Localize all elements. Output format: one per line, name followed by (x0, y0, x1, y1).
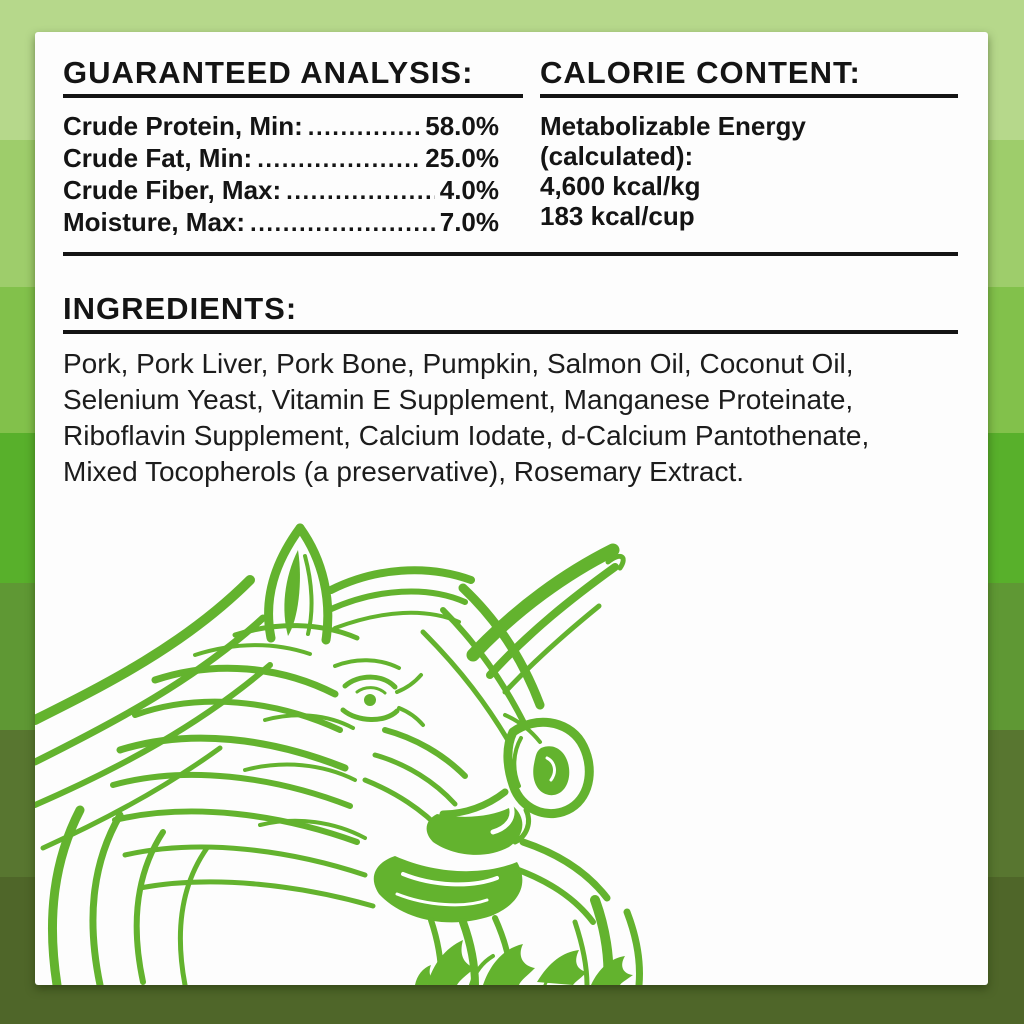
dot-leader: ........................................… (250, 210, 435, 237)
foliage-leaf (591, 956, 633, 985)
analysis-name: Moisture, Max: (63, 207, 246, 237)
title-underline (540, 94, 958, 98)
analysis-value: 25.0% (425, 143, 499, 173)
dot-leader: ........................................… (257, 146, 421, 173)
guaranteed-analysis-section: GUARANTEED ANALYSIS: Crude Protein, Min:… (63, 56, 523, 239)
foliage-leaf (415, 965, 437, 985)
ingredients-text: Pork, Pork Liver, Pork Bone, Pumpkin, Sa… (63, 346, 958, 490)
foliage-leaf (537, 950, 587, 985)
section-divider (63, 252, 958, 256)
product-label-card: GUARANTEED ANALYSIS: Crude Protein, Min:… (35, 32, 988, 985)
ingredients-line: Selenium Yeast, Vitamin E Supplement, Ma… (63, 384, 854, 415)
guaranteed-analysis-title: GUARANTEED ANALYSIS: (63, 55, 474, 90)
analysis-value: 7.0% (439, 207, 499, 237)
ingredients-title: INGREDIENTS: (63, 291, 298, 326)
dot-leader: ........................................… (286, 178, 435, 205)
calorie-line: Metabolizable Energy (540, 111, 806, 141)
analysis-row: Crude Fat, Min: ........................… (63, 143, 523, 175)
ingredients-line: Mixed Tocopherols (a preservative), Rose… (63, 456, 745, 487)
calorie-line: 183 kcal/cup (540, 201, 695, 231)
calorie-content-section: CALORIE CONTENT: Metabolizable Energy (c… (540, 56, 958, 239)
title-underline (63, 330, 958, 334)
pig-stroke (35, 575, 255, 725)
analysis-row: Crude Fiber, Max: ......................… (63, 175, 523, 207)
ingredients-line: Riboflavin Supplement, Calcium Iodate, d… (63, 420, 870, 451)
analysis-name: Crude Protein, Min: (63, 111, 303, 141)
calorie-content-title: CALORIE CONTENT: (540, 55, 861, 90)
calorie-line: 4,600 kcal/kg (540, 171, 701, 201)
analysis-row: Crude Protein, Min: ....................… (63, 111, 523, 143)
analysis-calorie-columns: GUARANTEED ANALYSIS: Crude Protein, Min:… (63, 56, 958, 239)
pig-illustration (35, 470, 815, 985)
label-content: GUARANTEED ANALYSIS: Crude Protein, Min:… (35, 56, 988, 490)
analysis-name: Crude Fat, Min: (63, 143, 253, 173)
analysis-name: Crude Fiber, Max: (63, 175, 282, 205)
title-underline (63, 94, 523, 98)
analysis-value: 4.0% (439, 175, 499, 205)
dot-leader: ........................................… (307, 114, 420, 141)
foliage-leaf (483, 944, 535, 985)
ingredients-section: INGREDIENTS: Pork, Pork Liver, Pork Bone… (63, 292, 958, 490)
calorie-lines: Metabolizable Energy (calculated): 4,600… (540, 111, 958, 231)
calorie-line: (calculated): (540, 141, 694, 171)
analysis-rows: Crude Protein, Min: ....................… (63, 111, 523, 239)
ingredients-line: Pork, Pork Liver, Pork Bone, Pumpkin, Sa… (63, 348, 854, 379)
foliage-leaf (427, 940, 475, 985)
analysis-value: 58.0% (425, 111, 499, 141)
analysis-row: Moisture, Max: .........................… (63, 207, 523, 239)
